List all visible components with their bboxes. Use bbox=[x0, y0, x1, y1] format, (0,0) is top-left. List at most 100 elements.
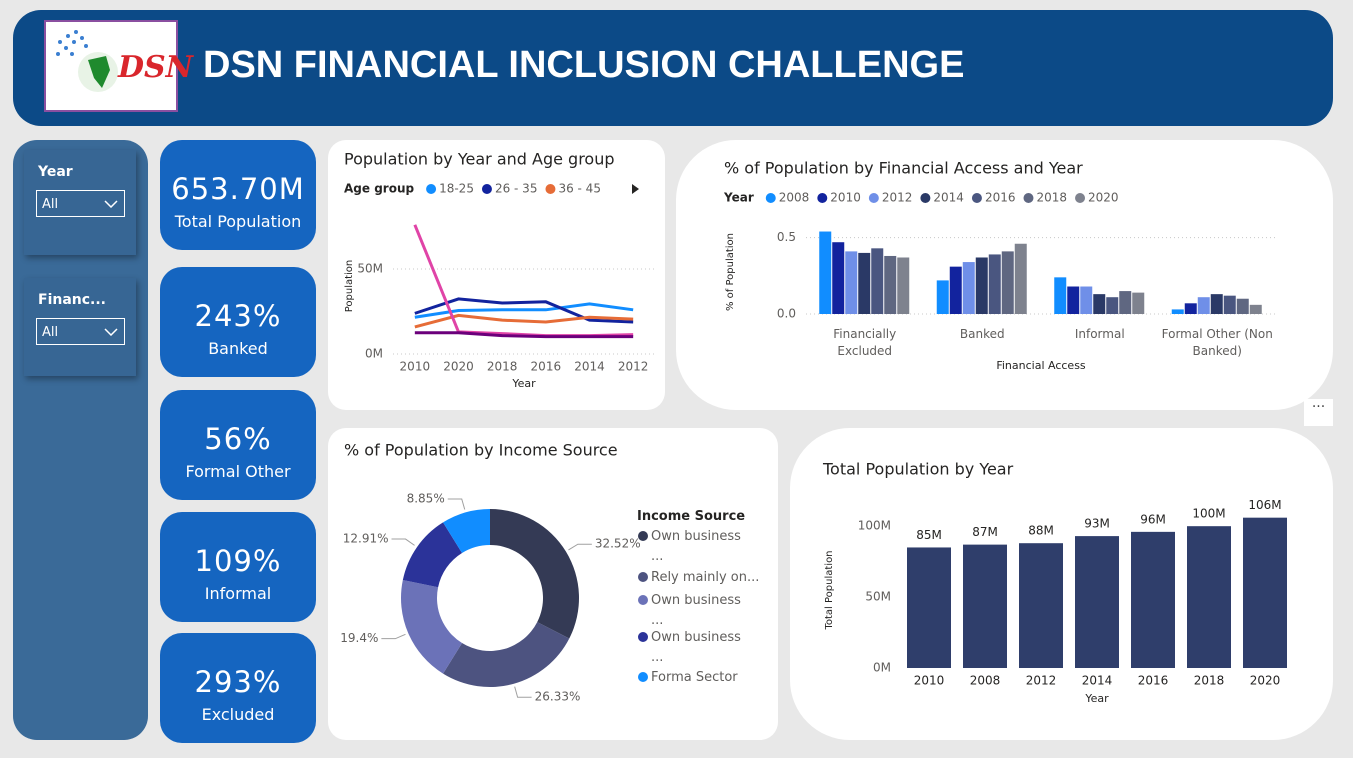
logo-dots bbox=[56, 30, 88, 56]
x-tick-label: 2018 bbox=[487, 360, 518, 374]
y-axis-title: Population bbox=[344, 260, 355, 313]
legend-label: 26 - 35 bbox=[495, 182, 538, 196]
donut-slice bbox=[402, 522, 463, 588]
legend-label: Own business ... bbox=[651, 630, 741, 665]
kpi-value: 653.70M bbox=[171, 172, 305, 206]
slicer-dropdown[interactable]: All bbox=[36, 318, 125, 345]
donut-slice bbox=[443, 509, 490, 553]
chevron bbox=[104, 200, 118, 208]
kpi-label: Banked bbox=[208, 339, 268, 358]
x-axis-title: Financial Access bbox=[996, 359, 1086, 372]
bar bbox=[897, 257, 910, 314]
y-tick-label: 50M bbox=[357, 262, 383, 276]
bar bbox=[962, 262, 975, 314]
data-label: 85M bbox=[916, 528, 942, 542]
y-axis-title: % of Population bbox=[725, 233, 736, 311]
bar bbox=[1187, 526, 1231, 668]
kpi-card: 56% Formal Other bbox=[160, 390, 316, 500]
bar bbox=[1001, 251, 1014, 314]
logo-graphic bbox=[56, 30, 118, 92]
legend-label: 2014 bbox=[933, 191, 964, 205]
kpi-card: 653.70M Total Population bbox=[160, 140, 316, 250]
slicer-dropdown[interactable]: All bbox=[36, 190, 125, 217]
kpi-value: 56% bbox=[204, 422, 272, 456]
header-bar bbox=[13, 10, 1333, 126]
data-label: 19.4% bbox=[340, 631, 378, 645]
data-label: 106M bbox=[1248, 498, 1281, 512]
leader-line bbox=[514, 686, 532, 698]
legend-marker bbox=[481, 184, 492, 194]
bar bbox=[819, 231, 832, 314]
bar bbox=[884, 255, 897, 314]
leader-line bbox=[568, 543, 592, 551]
line-series bbox=[414, 331, 634, 339]
legend-label: 18-25 bbox=[439, 182, 474, 196]
legend-marker bbox=[868, 193, 879, 203]
legend-label: Own business ... bbox=[651, 529, 741, 564]
donut-slice bbox=[401, 579, 463, 674]
y-tick-label: 50M bbox=[865, 590, 891, 604]
logo-text: DSN bbox=[118, 50, 194, 85]
year-slicer: Year All bbox=[24, 150, 136, 255]
slicer-value: All bbox=[42, 325, 59, 340]
chart-title: Total Population by Year bbox=[822, 460, 1014, 479]
page-title: DSN FINANCIAL INCLUSION CHALLENGE bbox=[203, 44, 965, 86]
bar bbox=[988, 254, 1001, 314]
x-tick-label: Financially Excluded bbox=[833, 327, 897, 358]
chart-title: Population by Year and Age group bbox=[344, 150, 615, 169]
bar bbox=[1019, 543, 1063, 668]
y-tick-label: 0M bbox=[365, 347, 383, 361]
bar bbox=[975, 257, 988, 314]
data-label: 93M bbox=[1084, 517, 1110, 531]
bar bbox=[1119, 291, 1132, 314]
bar bbox=[1014, 243, 1027, 314]
kpi-card: 293% Excluded bbox=[160, 633, 316, 743]
x-tick-label: 2010 bbox=[400, 360, 431, 374]
data-label: 32.52% bbox=[595, 537, 641, 551]
data-label: 8.85% bbox=[407, 491, 445, 505]
slicer-value: All bbox=[42, 197, 59, 212]
data-label: 96M bbox=[1140, 512, 1166, 526]
legend-label: 2008 bbox=[779, 191, 810, 205]
x-axis-title: Year bbox=[1084, 692, 1109, 705]
y-tick-label: 0.5 bbox=[777, 230, 796, 244]
legend-marker bbox=[426, 184, 437, 194]
x-tick-label: Informal bbox=[1074, 327, 1125, 341]
legend-label: Rely mainly on... bbox=[651, 570, 760, 585]
bar bbox=[1075, 536, 1119, 668]
legend-next-arrow[interactable] bbox=[632, 184, 639, 194]
bar bbox=[1080, 286, 1093, 314]
data-label: 88M bbox=[1028, 524, 1054, 538]
x-tick-label: 2014 bbox=[1082, 674, 1113, 688]
bar bbox=[1131, 531, 1175, 668]
legend-marker bbox=[817, 193, 828, 203]
bar bbox=[963, 544, 1007, 668]
legend-marker bbox=[638, 672, 648, 682]
y-tick-label: 100M bbox=[858, 519, 891, 533]
leader-line bbox=[391, 538, 415, 546]
bar bbox=[1197, 297, 1210, 314]
kpi-value: 109% bbox=[194, 544, 282, 578]
legend-label: 36 - 45 bbox=[558, 182, 601, 196]
y-tick-label: 0.0 bbox=[777, 307, 796, 321]
legend-marker bbox=[920, 193, 931, 203]
line-series bbox=[414, 297, 634, 324]
legend-marker bbox=[638, 595, 648, 605]
legend-label: 2020 bbox=[1088, 191, 1119, 205]
bar bbox=[907, 547, 951, 668]
kpi-label: Formal Other bbox=[185, 462, 291, 481]
legend-marker bbox=[638, 632, 648, 642]
access-slicer: Financ... All bbox=[24, 278, 136, 376]
kpi-card: 243% Banked bbox=[160, 267, 316, 377]
bar bbox=[1249, 304, 1262, 314]
line-chart-panel bbox=[328, 140, 665, 410]
bar bbox=[1106, 297, 1119, 314]
x-tick-label: 2012 bbox=[618, 360, 649, 374]
x-tick-label: 2008 bbox=[970, 674, 1001, 688]
x-tick-label: Formal Other (Non Banked) bbox=[1161, 327, 1273, 358]
bar bbox=[1054, 277, 1067, 314]
legend-marker bbox=[1075, 193, 1086, 203]
more-options[interactable]: ··· bbox=[1304, 399, 1333, 426]
x-tick-label: 2014 bbox=[574, 360, 605, 374]
x-tick-label: Banked bbox=[959, 327, 1005, 341]
